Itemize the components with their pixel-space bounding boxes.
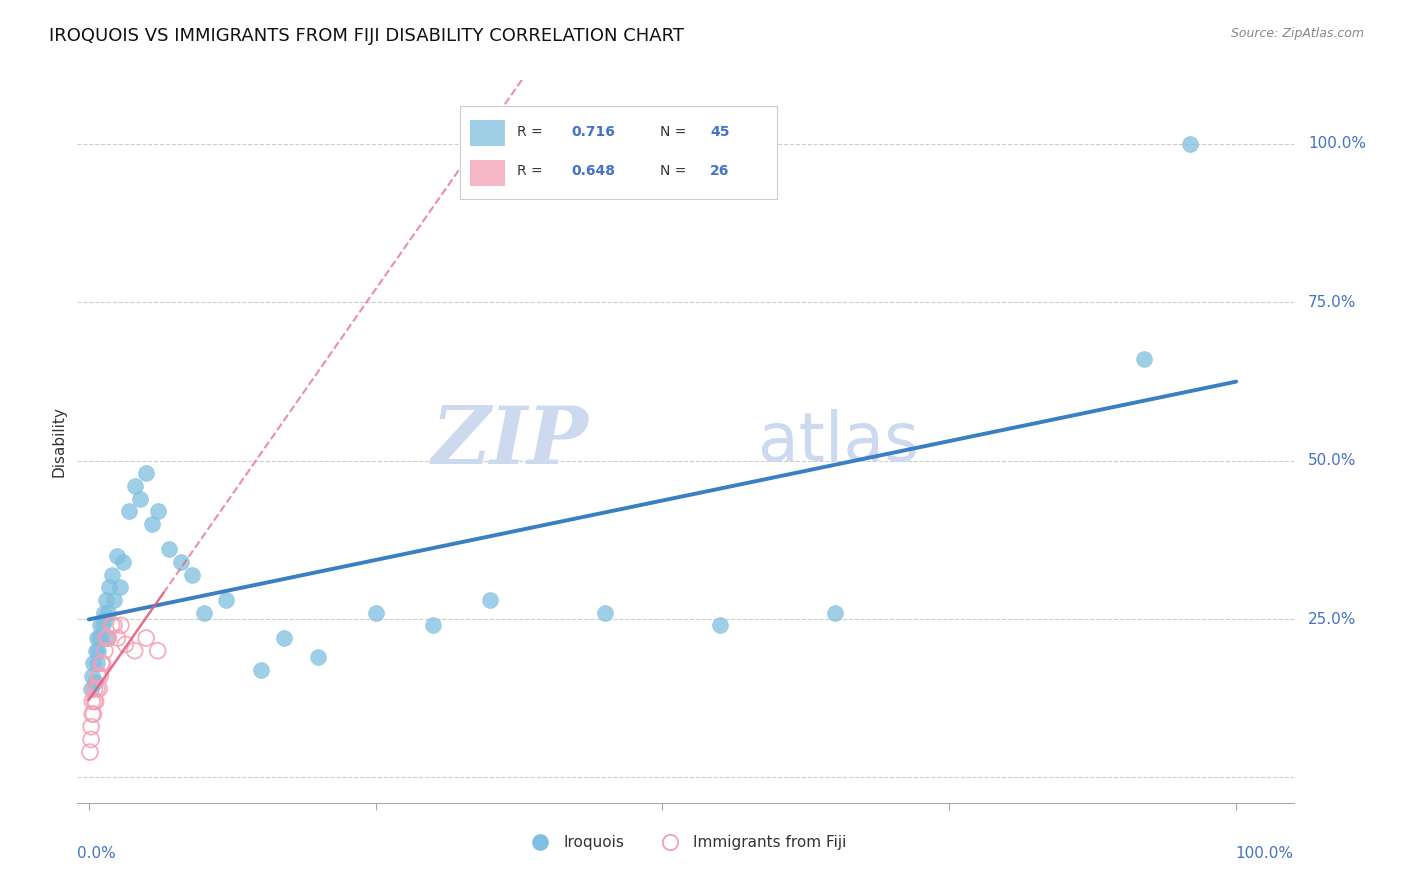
Text: atlas: atlas <box>758 409 920 475</box>
Point <box>83 681 105 696</box>
Point <box>82 707 104 722</box>
Text: Source: ZipAtlas.com: Source: ZipAtlas.com <box>1230 27 1364 40</box>
Point <box>87 643 110 657</box>
Text: 25.0%: 25.0% <box>1308 612 1357 626</box>
Point <box>108 580 131 594</box>
Point <box>89 681 111 696</box>
Point <box>86 631 108 645</box>
Point <box>82 657 104 671</box>
Point <box>84 694 107 708</box>
Point <box>250 663 273 677</box>
Point <box>135 631 157 645</box>
Point <box>112 555 135 569</box>
Point <box>80 681 103 696</box>
Point <box>146 643 169 657</box>
Text: IROQUOIS VS IMMIGRANTS FROM FIJI DISABILITY CORRELATION CHART: IROQUOIS VS IMMIGRANTS FROM FIJI DISABIL… <box>49 27 685 45</box>
Point <box>100 567 122 582</box>
Legend: Iroquois, Immigrants from Fiji: Iroquois, Immigrants from Fiji <box>519 830 852 856</box>
Point <box>169 555 191 569</box>
Point <box>94 593 117 607</box>
Point <box>82 669 104 683</box>
Point <box>91 657 114 671</box>
Point <box>824 606 846 620</box>
Point <box>87 669 110 683</box>
Text: 75.0%: 75.0% <box>1308 294 1357 310</box>
Point <box>103 593 125 607</box>
Point <box>118 504 141 518</box>
Point <box>97 631 120 645</box>
Point <box>107 549 129 563</box>
Point <box>181 567 204 582</box>
Point <box>90 657 112 671</box>
Point <box>422 618 444 632</box>
Point <box>100 618 122 632</box>
Point <box>709 618 731 632</box>
Point <box>79 745 101 759</box>
Point <box>135 467 157 481</box>
Point <box>157 542 180 557</box>
Point <box>86 681 108 696</box>
Point <box>80 720 103 734</box>
Point <box>82 707 104 722</box>
Point <box>479 593 502 607</box>
Point <box>1133 352 1156 367</box>
Text: 100.0%: 100.0% <box>1308 136 1367 151</box>
Point <box>82 694 104 708</box>
Point <box>96 631 118 645</box>
Point <box>83 675 105 690</box>
Point <box>593 606 616 620</box>
Point <box>124 479 146 493</box>
Point <box>93 606 115 620</box>
Point <box>273 631 295 645</box>
Point <box>98 580 121 594</box>
Point <box>1180 136 1202 151</box>
Text: 100.0%: 100.0% <box>1236 847 1294 861</box>
Point <box>107 631 129 645</box>
Point <box>84 643 107 657</box>
Point <box>307 650 329 665</box>
Point <box>141 516 163 531</box>
Point <box>83 694 105 708</box>
Point <box>114 637 136 651</box>
Y-axis label: Disability: Disability <box>51 406 66 477</box>
Point <box>97 606 120 620</box>
Text: ZIP: ZIP <box>432 403 588 480</box>
Point <box>86 657 108 671</box>
Text: 0.0%: 0.0% <box>77 847 117 861</box>
Point <box>91 618 114 632</box>
Point <box>89 631 111 645</box>
Point <box>94 643 117 657</box>
Point <box>124 643 146 657</box>
Point <box>90 631 112 645</box>
Point <box>103 618 125 632</box>
Point <box>146 504 169 518</box>
Point <box>110 618 132 632</box>
Point <box>89 618 111 632</box>
Point <box>129 491 152 506</box>
Point <box>89 669 111 683</box>
Point <box>80 732 103 747</box>
Point <box>94 631 117 645</box>
Point <box>215 593 238 607</box>
Text: 50.0%: 50.0% <box>1308 453 1357 468</box>
Point <box>193 606 215 620</box>
Point <box>364 606 387 620</box>
Point <box>94 612 117 626</box>
